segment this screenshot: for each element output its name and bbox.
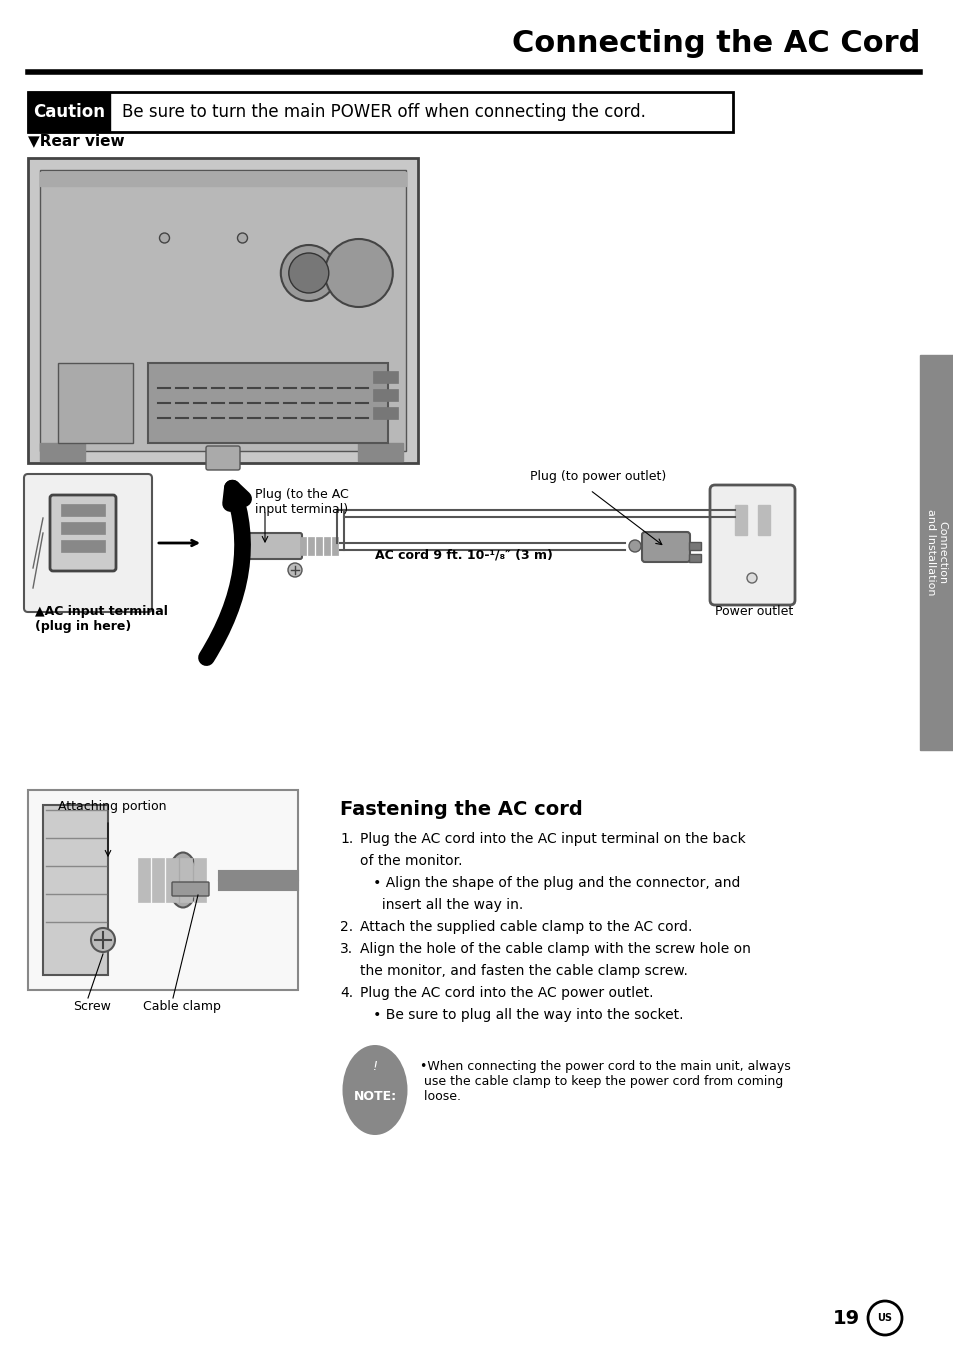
Text: NOTE:: NOTE: xyxy=(353,1090,396,1104)
Bar xyxy=(152,858,164,902)
FancyBboxPatch shape xyxy=(688,554,700,562)
FancyBboxPatch shape xyxy=(28,92,732,132)
Text: Plug the AC cord into the AC power outlet.: Plug the AC cord into the AC power outle… xyxy=(359,986,653,1000)
Bar xyxy=(357,443,402,461)
Text: of the monitor.: of the monitor. xyxy=(359,854,462,867)
Ellipse shape xyxy=(168,852,198,908)
Text: Screw: Screw xyxy=(73,1000,111,1013)
Circle shape xyxy=(867,1301,901,1335)
Bar xyxy=(61,540,105,553)
Bar xyxy=(373,372,397,382)
Bar xyxy=(373,407,397,419)
Bar xyxy=(734,505,746,535)
Bar xyxy=(332,536,337,555)
Circle shape xyxy=(288,563,302,577)
Text: 3.: 3. xyxy=(339,942,353,957)
Circle shape xyxy=(628,540,640,553)
Text: ▲AC input terminal
(plug in here): ▲AC input terminal (plug in here) xyxy=(35,605,168,634)
Text: 1.: 1. xyxy=(339,832,353,846)
Bar xyxy=(180,858,192,902)
FancyBboxPatch shape xyxy=(206,446,240,470)
Bar xyxy=(28,92,110,132)
FancyBboxPatch shape xyxy=(237,534,302,559)
Bar xyxy=(193,858,206,902)
Text: Plug (to power outlet): Plug (to power outlet) xyxy=(530,470,665,484)
Text: 19: 19 xyxy=(832,1309,859,1328)
Text: Plug (to the AC
input terminal): Plug (to the AC input terminal) xyxy=(254,488,349,516)
Bar xyxy=(324,536,330,555)
Bar xyxy=(758,505,769,535)
Bar xyxy=(373,389,397,401)
Ellipse shape xyxy=(342,1046,407,1135)
Text: Attaching portion: Attaching portion xyxy=(58,800,167,813)
FancyBboxPatch shape xyxy=(641,532,689,562)
FancyBboxPatch shape xyxy=(28,158,417,463)
Text: Connection
and Installation: Connection and Installation xyxy=(925,509,947,596)
FancyBboxPatch shape xyxy=(28,790,297,990)
Text: 2.: 2. xyxy=(339,920,353,934)
Text: • Align the shape of the plug and the connector, and: • Align the shape of the plug and the co… xyxy=(359,875,740,890)
Bar xyxy=(138,858,150,902)
Circle shape xyxy=(91,928,115,952)
Text: ▼Rear view: ▼Rear view xyxy=(28,132,125,149)
Text: Cable clamp: Cable clamp xyxy=(143,1000,221,1013)
Bar xyxy=(315,536,322,555)
Text: AC cord 9 ft. 10-¹/₈″ (3 m): AC cord 9 ft. 10-¹/₈″ (3 m) xyxy=(375,549,553,561)
Text: Caution: Caution xyxy=(33,103,105,122)
Circle shape xyxy=(289,253,329,293)
FancyBboxPatch shape xyxy=(172,882,209,896)
FancyBboxPatch shape xyxy=(24,474,152,612)
Text: insert all the way in.: insert all the way in. xyxy=(359,898,522,912)
FancyBboxPatch shape xyxy=(688,542,700,550)
Text: Attach the supplied cable clamp to the AC cord.: Attach the supplied cable clamp to the A… xyxy=(359,920,692,934)
Circle shape xyxy=(324,239,393,307)
FancyBboxPatch shape xyxy=(40,170,406,451)
Text: •When connecting the power cord to the main unit, always
 use the cable clamp to: •When connecting the power cord to the m… xyxy=(419,1061,790,1102)
Text: Be sure to turn the main POWER off when connecting the cord.: Be sure to turn the main POWER off when … xyxy=(122,103,645,122)
Bar xyxy=(40,172,406,186)
Bar xyxy=(166,858,178,902)
FancyBboxPatch shape xyxy=(148,363,388,443)
Text: 4.: 4. xyxy=(339,986,353,1000)
Bar xyxy=(299,536,306,555)
Text: the monitor, and fasten the cable clamp screw.: the monitor, and fasten the cable clamp … xyxy=(359,965,687,978)
Text: Align the hole of the cable clamp with the screw hole on: Align the hole of the cable clamp with t… xyxy=(359,942,750,957)
FancyBboxPatch shape xyxy=(709,485,794,605)
Bar xyxy=(40,443,85,461)
Text: Plug the AC cord into the AC input terminal on the back: Plug the AC cord into the AC input termi… xyxy=(359,832,745,846)
Bar xyxy=(61,504,105,516)
Bar xyxy=(919,355,953,750)
Circle shape xyxy=(237,232,247,243)
Circle shape xyxy=(159,232,170,243)
FancyBboxPatch shape xyxy=(50,494,116,571)
Circle shape xyxy=(280,245,336,301)
Text: Power outlet: Power outlet xyxy=(714,605,792,617)
Bar xyxy=(308,536,314,555)
Circle shape xyxy=(746,573,757,584)
Text: • Be sure to plug all the way into the socket.: • Be sure to plug all the way into the s… xyxy=(359,1008,682,1021)
Text: Fastening the AC cord: Fastening the AC cord xyxy=(339,800,582,819)
FancyBboxPatch shape xyxy=(58,363,132,443)
Bar xyxy=(61,521,105,534)
Text: Connecting the AC Cord: Connecting the AC Cord xyxy=(511,28,919,58)
FancyBboxPatch shape xyxy=(43,805,108,975)
Text: !: ! xyxy=(372,1061,377,1074)
Text: US: US xyxy=(877,1313,892,1323)
